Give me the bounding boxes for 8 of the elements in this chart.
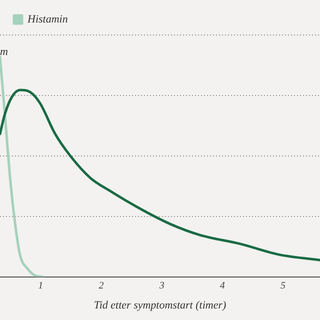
x-axis-title: Tid etter symptomstart (timer): [94, 299, 226, 312]
x-tick-label: 1: [38, 280, 44, 292]
x-tick-label: 2: [98, 280, 104, 292]
y-axis-title: m: [0, 46, 8, 58]
legend-label: Histamin: [26, 13, 68, 26]
x-tick-label: 4: [220, 280, 225, 292]
x-tick-label: 3: [158, 280, 164, 292]
x-tick-label: 5: [280, 280, 286, 292]
